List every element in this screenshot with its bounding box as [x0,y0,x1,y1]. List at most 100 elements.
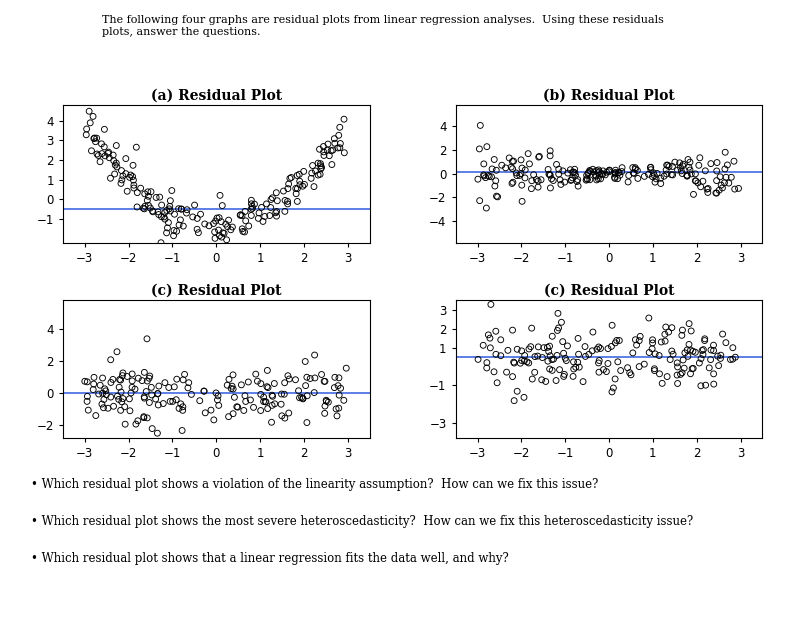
Point [318,408,331,418]
Point [671,165,684,175]
Point [226,222,239,232]
Point [559,354,571,363]
Point [527,170,540,180]
Point [615,167,628,176]
Point [88,373,101,383]
Point [126,369,138,379]
Point [490,349,502,359]
Point [729,184,741,194]
Point [716,183,729,193]
Point [638,359,651,369]
Point [222,215,235,225]
Point [209,233,222,243]
Point [85,146,97,155]
Point [571,357,584,367]
Point [314,170,326,180]
Point [163,383,175,392]
Point [543,364,556,374]
Point [646,338,659,348]
Point [182,378,195,387]
Point [542,356,554,366]
Point [176,426,189,436]
Point [555,180,567,189]
Point [265,194,277,204]
Point [87,379,100,389]
Point [532,342,545,352]
Point [257,397,270,407]
Point [644,162,656,172]
Point [215,217,227,226]
Point [714,354,727,363]
Point [545,174,558,184]
Point [473,144,486,154]
Point [601,167,613,177]
Point [218,228,230,238]
Point [221,380,233,390]
Point [603,165,615,175]
Point [181,205,193,215]
Point [219,219,232,229]
Point [720,337,733,347]
Point [701,184,714,194]
Point [564,165,577,175]
Point [275,389,288,399]
Point [266,391,278,400]
Point [141,196,153,205]
Point [262,404,274,413]
Point [125,388,138,398]
Point [156,200,168,210]
Point [240,216,252,226]
Text: • Which residual plot shows that a linear regression fits the data well, and why: • Which residual plot shows that a linea… [31,552,509,565]
Point [571,175,584,184]
Point [515,168,527,178]
Point [511,386,523,396]
Point [553,365,566,375]
Point [180,208,193,218]
Point [244,204,257,214]
Point [511,344,523,354]
Point [663,327,675,337]
Point [550,159,563,169]
Point [648,364,661,374]
Point [108,169,121,179]
Point [506,164,519,173]
Point [138,393,151,403]
Point [549,376,562,386]
Point [82,405,94,415]
Point [573,362,586,372]
Point [594,344,607,354]
Point [334,139,347,149]
Point [94,157,106,167]
Point [564,175,577,185]
Point [503,153,516,163]
Point [90,411,102,421]
Point [315,163,328,173]
Point [571,176,583,186]
Point [622,177,634,187]
Point [333,122,346,132]
Point [312,158,325,168]
Point [210,388,222,398]
Point [185,389,197,399]
Point [178,370,191,379]
Point [689,347,702,357]
Point [266,400,278,410]
Point [90,149,103,159]
Point [685,169,697,179]
Point [116,371,129,381]
Point [238,227,251,237]
Point [116,165,128,175]
Point [544,183,556,193]
Point [713,185,725,195]
Point [590,166,603,176]
Point [299,357,311,366]
Point [488,155,501,165]
Point [505,162,517,172]
Point [173,220,185,230]
Point [268,379,281,389]
Point [648,177,661,187]
Point [174,204,187,214]
Point [282,179,295,189]
Point [97,388,109,398]
Point [221,222,233,231]
